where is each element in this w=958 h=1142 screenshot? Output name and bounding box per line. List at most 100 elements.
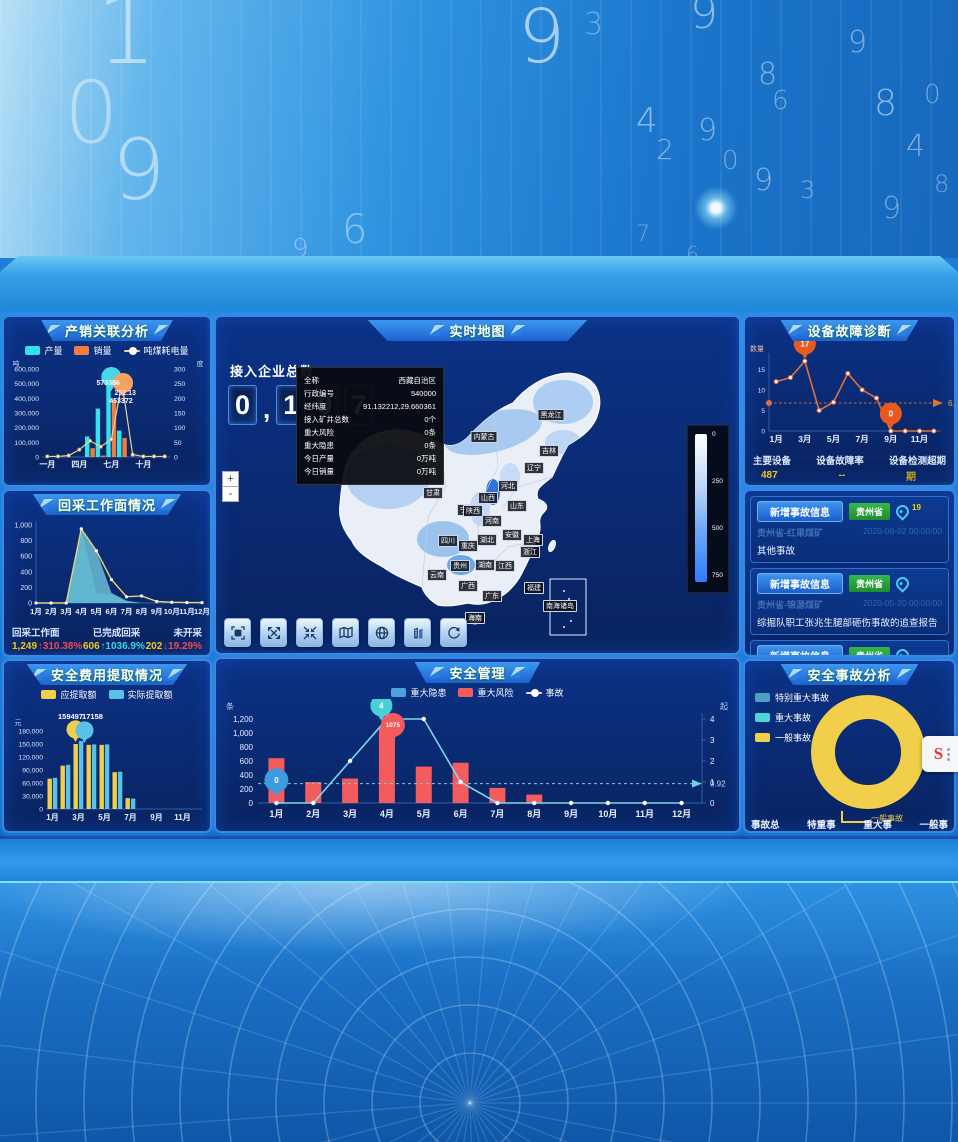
svg-text:1: 1 <box>710 778 715 787</box>
province-label[interactable]: 内蒙古 <box>470 431 498 443</box>
map-button[interactable] <box>332 618 359 647</box>
location-pin-icon <box>893 574 912 593</box>
svg-text:一月: 一月 <box>39 460 55 469</box>
equipment-stats: 主要设备 设备故障率 设备检测超期 487 -- 期 <box>753 453 946 483</box>
svg-text:1,000: 1,000 <box>233 729 254 738</box>
accident-card[interactable]: 新增事故信息 贵州省 19 贵州省-红果煤矿 2020-06-02 00:00:00 其他… <box>750 496 949 563</box>
stat-value: ↑1036.9% <box>100 641 145 652</box>
province-label[interactable]: 贵州 <box>450 560 470 572</box>
legend-swatch <box>755 713 770 722</box>
building-icon <box>413 627 422 638</box>
title-decor-right-icon <box>166 669 184 680</box>
accident-card-title-button[interactable]: 新增事故信息 <box>757 573 843 594</box>
tooltip-label: 经纬度 <box>304 402 327 411</box>
panel-new-accidents: 新增事故信息 贵州省 19 贵州省-红果煤矿 2020-06-02 00:00:00 其他… <box>743 489 956 657</box>
panel-title-banner: 设备故障诊断 <box>780 320 919 341</box>
svg-text:1,200: 1,200 <box>233 715 254 724</box>
refresh-button[interactable] <box>440 618 467 647</box>
svg-text:7月: 7月 <box>121 607 133 616</box>
legend-label: 应提取额 <box>60 690 97 700</box>
svg-text:200,000: 200,000 <box>14 425 39 432</box>
province-label[interactable]: 海南 <box>465 612 485 624</box>
province-label[interactable]: 广东 <box>482 590 502 602</box>
refresh-icon <box>447 626 460 639</box>
province-label[interactable]: 广西 <box>458 580 478 592</box>
legend-swatch <box>755 693 770 702</box>
accident-card-meta: 贵州省-红果煤矿 2020-06-02 00:00:00 <box>757 526 942 539</box>
stat-label: 主要设备 <box>753 456 792 467</box>
safety-fee-chart[interactable]: 元 180,000 150,000 120,000 90,000 60,000 30,000… <box>4 701 210 833</box>
accident-card-title-button[interactable]: 新增事故信息 <box>757 645 843 655</box>
province-label[interactable]: 四川 <box>438 535 458 547</box>
collapse-button[interactable] <box>296 618 323 647</box>
province-label[interactable]: 河北 <box>498 480 518 492</box>
legend-label: 重大事故 <box>775 713 812 723</box>
svg-text:300,000: 300,000 <box>14 411 39 418</box>
province-label[interactable]: 云南 <box>427 569 447 581</box>
province-label[interactable]: 山东 <box>507 500 527 512</box>
svg-text:6月: 6月 <box>454 809 468 819</box>
tooltip-label: 行政编号 <box>304 389 334 398</box>
accident-description: 综掘队职工张兆生腿部砸伤事故的追查报告 <box>757 618 938 629</box>
province-label[interactable]: 福建 <box>524 582 544 594</box>
s-icon[interactable]: S <box>933 744 944 763</box>
province-label[interactable]: 浙江 <box>520 546 540 558</box>
legend-item: 吨煤耗电量 <box>123 344 189 357</box>
zoom-out-button[interactable]: - <box>222 486 239 502</box>
taiwan-island <box>548 539 556 553</box>
province-label[interactable]: 南海诸岛 <box>543 600 577 612</box>
province-label[interactable]: 辽宁 <box>524 462 544 474</box>
svg-text:12月: 12月 <box>672 809 691 819</box>
footer-stat-label: 一般事 <box>919 820 948 831</box>
safety-management-chart[interactable]: 条 起 1,200 1,000 800 600 400 200 0 4 3 2 1 0 0.92 1月 2月 3月… <box>216 694 739 827</box>
tooltip-value: 西藏自治区 <box>398 376 437 385</box>
province-label[interactable]: 黑龙江 <box>537 409 565 421</box>
map-body[interactable]: 接入企业总数 0,107 全称西藏自治区行政编号540000经纬度91.1322… <box>216 343 739 653</box>
province-label[interactable]: 安徽 <box>502 529 522 541</box>
legend-safety-fee: 应提取额 实际提取额 <box>4 688 210 701</box>
color-scale-tick: 250 <box>712 478 723 485</box>
floating-toolbar[interactable]: S <box>922 736 958 772</box>
province-label[interactable]: 重庆 <box>458 540 478 552</box>
background-digit: 8 <box>874 83 897 124</box>
accident-donut-chart[interactable] <box>811 695 925 809</box>
location-pin-icon <box>893 502 912 521</box>
tooltip-value: 0万吨 <box>416 467 436 476</box>
location-pin-icon <box>893 646 912 655</box>
svg-text:100: 100 <box>174 425 186 432</box>
background-digit: 1 <box>96 0 158 86</box>
title-decor-right-icon <box>152 325 170 336</box>
svg-text:200: 200 <box>20 585 32 592</box>
province-label[interactable]: 上海 <box>523 534 543 546</box>
province-label[interactable]: 陕西 <box>463 505 483 517</box>
province-label[interactable]: 江西 <box>495 560 515 572</box>
frame-select-button[interactable] <box>224 618 251 647</box>
province-badge: 贵州省 <box>849 647 891 655</box>
province-label[interactable]: 山西 <box>478 492 498 504</box>
globe-button[interactable] <box>368 618 395 647</box>
tooltip-row: 今日产量 0万吨 <box>304 452 436 465</box>
tooltip-row: 行政编号 540000 <box>304 387 436 400</box>
province-label[interactable]: 甘肃 <box>423 487 443 499</box>
province-label[interactable]: 吉林 <box>539 445 559 457</box>
stat-value: 期 <box>905 472 916 483</box>
province-label[interactable]: 河南 <box>482 515 502 527</box>
expand-button[interactable] <box>260 618 287 647</box>
balloon-pin-icon <box>113 373 134 393</box>
background-digit: 9 <box>292 234 309 264</box>
background-digit: 9 <box>848 25 868 60</box>
province-label[interactable]: 湖南 <box>475 559 495 571</box>
balloon-pin-icon <box>264 768 289 793</box>
production-sales-chart[interactable]: 吨 度 600,000 500,000 400,000 300,000 200,000 100… <box>4 357 210 479</box>
province-label[interactable]: 湖北 <box>477 534 497 546</box>
zoom-in-button[interactable]: + <box>222 471 239 487</box>
svg-text:0: 0 <box>710 799 715 808</box>
svg-text:3月: 3月 <box>72 813 84 822</box>
building-button[interactable] <box>404 618 431 647</box>
map-icon <box>338 626 353 638</box>
accident-card-title-button[interactable]: 新增事故信息 <box>757 501 843 522</box>
equipment-fault-chart[interactable]: 数量 15 10 5 0 6.8 1月 3月 5月 7月 9月 11月 17 0 <box>745 332 954 453</box>
accident-card[interactable]: 新增事故信息 贵州省 贵州省-锦源煤矿 2020-05-20 00:00:00 综掘队职… <box>750 568 949 635</box>
